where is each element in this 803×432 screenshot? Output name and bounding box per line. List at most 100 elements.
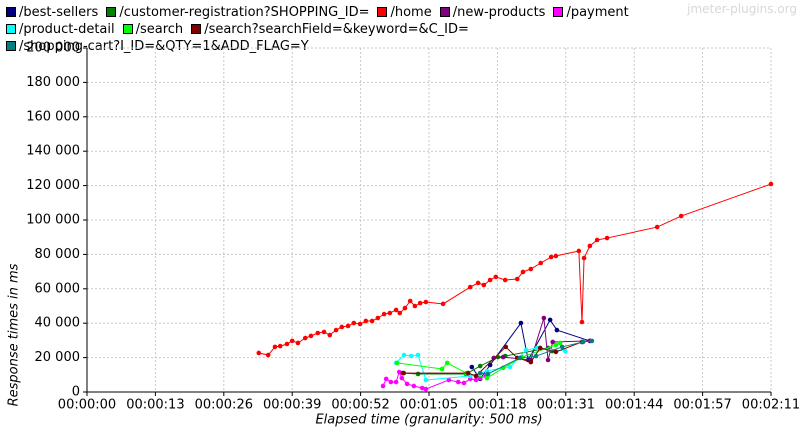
x-tick-label: 00:00:39 (263, 398, 321, 413)
point (484, 375, 490, 381)
point (678, 213, 684, 219)
point (302, 335, 308, 341)
legend-item: /new-products (439, 4, 546, 20)
point (579, 319, 585, 325)
legend-item: /home (377, 5, 432, 20)
y-tick-label: 200 000 (26, 41, 80, 56)
legend-swatch (553, 7, 564, 17)
point (369, 318, 375, 324)
point (408, 353, 414, 359)
point (375, 315, 381, 321)
point (399, 375, 405, 381)
point (547, 317, 553, 323)
legend-swatch (6, 41, 16, 51)
x-tick-label: 00:00:52 (331, 398, 389, 413)
legend-item: /payment (553, 4, 629, 20)
legend-label: /search?searchField=&keyword=&C_ID= (204, 21, 469, 37)
legend-label: /search (135, 21, 184, 37)
x-tick-label: 00:01:05 (400, 398, 458, 413)
point (467, 284, 473, 290)
point (396, 369, 402, 375)
point (581, 255, 587, 261)
point (351, 320, 357, 326)
point (557, 340, 563, 346)
legend-label: /shopping-cart?I_ID=&QTY=1&ADD_FLAG=Y (19, 38, 309, 54)
y-tick-label: 60 000 (35, 281, 81, 296)
point (518, 320, 524, 326)
legend-item: /shopping-cart?I_ID=&QTY=1&ADD_FLAG=Y (6, 38, 309, 54)
point (477, 363, 483, 369)
point (387, 310, 393, 316)
legend-swatch (6, 7, 16, 17)
point (380, 383, 386, 389)
x-axis-title: Elapsed time (granularity: 500 ms) (315, 413, 542, 428)
point (487, 277, 493, 283)
point (528, 359, 534, 365)
point (397, 310, 403, 316)
point (256, 350, 262, 356)
point (411, 383, 417, 389)
legend-swatch (191, 24, 202, 34)
point (327, 332, 333, 338)
point (553, 253, 559, 259)
point (315, 330, 321, 336)
y-tick-label: 80 000 (35, 247, 81, 262)
x-tick-label: 00:00:00 (58, 398, 116, 413)
point (383, 376, 389, 382)
legend-label: /product-detail (19, 21, 115, 37)
point (502, 277, 508, 283)
point (404, 381, 410, 387)
y-tick-label: 0 (72, 385, 80, 400)
point (333, 327, 339, 333)
x-tick-label: 00:01:57 (673, 398, 731, 413)
point (446, 377, 452, 383)
legend-label: /new-products (452, 4, 546, 20)
x-tick-label: 00:00:13 (126, 398, 184, 413)
point (407, 298, 413, 304)
y-axis-title: Response times in ms (7, 263, 22, 406)
point (415, 352, 421, 358)
point (321, 329, 327, 335)
y-tick-label: 20 000 (35, 350, 81, 365)
point (523, 347, 529, 353)
point (363, 318, 369, 324)
point (654, 224, 660, 230)
point (493, 274, 499, 280)
point (423, 299, 429, 305)
legend-item: /customer-registration?SHOPPING_ID= (106, 4, 370, 20)
x-tick-label: 00:01:31 (537, 398, 595, 413)
legend-label: /payment (566, 4, 629, 20)
point (587, 243, 593, 249)
legend-swatch (6, 24, 16, 34)
point (423, 377, 429, 383)
point (517, 355, 523, 361)
legend-swatch (377, 7, 388, 17)
point (455, 379, 461, 385)
point (444, 360, 450, 366)
point (423, 386, 429, 392)
point (272, 344, 278, 350)
point (308, 333, 314, 339)
point (559, 344, 565, 350)
point (412, 303, 418, 309)
point (465, 370, 471, 376)
point (357, 321, 363, 327)
point (289, 338, 295, 344)
point (580, 339, 586, 345)
point (419, 385, 425, 391)
legend-item: /search (122, 21, 184, 37)
y-tick-label: 40 000 (35, 316, 81, 331)
y-tick-label: 100 000 (26, 213, 80, 228)
legend-item: /best-sellers (6, 5, 98, 20)
point (295, 340, 301, 346)
point (768, 181, 774, 187)
point (481, 282, 487, 288)
point (469, 364, 475, 370)
watermark: jmeter-plugins.org (687, 2, 797, 16)
legend-label: /customer-registration?SHOPPING_ID= (119, 4, 370, 20)
point (594, 237, 600, 243)
point (562, 348, 568, 354)
point (537, 345, 543, 351)
point (440, 301, 446, 307)
